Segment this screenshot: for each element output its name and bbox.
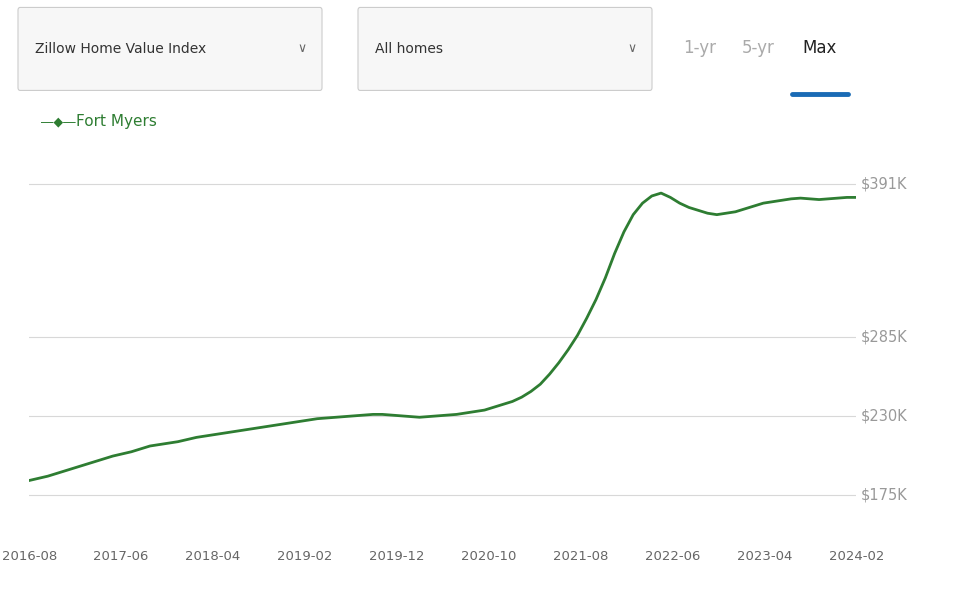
Text: $391K: $391K — [861, 177, 908, 192]
Text: $175K: $175K — [861, 487, 908, 502]
Text: ∨: ∨ — [628, 42, 636, 55]
Text: 2020-10: 2020-10 — [461, 550, 517, 563]
Text: 2018-04: 2018-04 — [185, 550, 240, 563]
Text: $230K: $230K — [861, 408, 908, 423]
Text: Max: Max — [803, 39, 837, 57]
Text: 2019-02: 2019-02 — [277, 550, 333, 563]
Text: 2016-08: 2016-08 — [2, 550, 56, 563]
Text: All homes: All homes — [375, 42, 443, 56]
Text: 1-yr: 1-yr — [683, 39, 716, 57]
Text: 2022-06: 2022-06 — [645, 550, 701, 563]
Text: 5-yr: 5-yr — [741, 39, 775, 57]
Text: 2017-06: 2017-06 — [93, 550, 149, 563]
FancyBboxPatch shape — [358, 7, 652, 90]
Text: 2024-02: 2024-02 — [829, 550, 883, 563]
Text: 2023-04: 2023-04 — [737, 550, 792, 563]
Text: Fort Myers: Fort Myers — [76, 114, 157, 130]
Text: 2019-12: 2019-12 — [369, 550, 424, 563]
Text: ―◆―: ―◆― — [41, 115, 76, 129]
Text: 2021-08: 2021-08 — [553, 550, 608, 563]
Text: ∨: ∨ — [298, 42, 306, 55]
Text: $285K: $285K — [861, 329, 908, 345]
FancyBboxPatch shape — [18, 7, 322, 90]
Text: Zillow Home Value Index: Zillow Home Value Index — [35, 42, 206, 56]
